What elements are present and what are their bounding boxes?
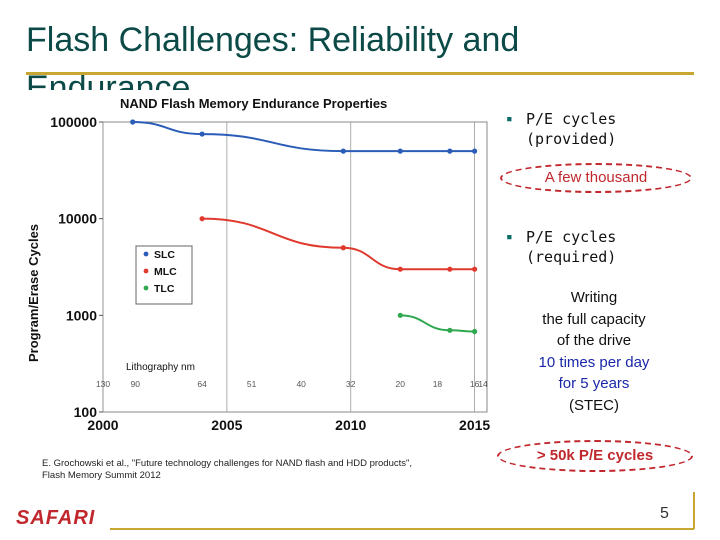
citation-line: E. Grochowski et al., "Future technology…: [42, 458, 413, 469]
bullet-provided: ▪ P/E cycles (provided): [506, 109, 706, 149]
page-number: 5: [660, 505, 669, 522]
x-tick-label: 2000: [87, 417, 118, 433]
lithography-tick-label: 14: [478, 379, 488, 389]
callout-50k-cycles: > 50k P/E cycles: [497, 440, 693, 472]
endurance-chart: NAND Flash Memory Endurance Properties P…: [18, 90, 500, 450]
y-tick-label: 10000: [58, 211, 97, 227]
bullet-required-text: P/E cycles (required): [526, 228, 617, 266]
slide-title: Flash Challenges: Reliability and Endura…: [26, 21, 520, 90]
lithography-tick-label: 32: [346, 379, 356, 389]
data-point-slc: [130, 119, 136, 125]
bullet-marker: ▪: [506, 112, 513, 125]
lithography-tick-label: 16: [470, 379, 480, 389]
data-point-mlc: [397, 266, 403, 272]
y-tick-label: 100000: [50, 114, 97, 130]
bottom-rule: [110, 528, 694, 530]
data-point-slc: [340, 148, 346, 154]
citation-line: Flash Memory Summit 2012: [42, 470, 161, 481]
data-point-slc: [472, 148, 478, 154]
data-point-mlc: [340, 245, 346, 251]
note-line: for 5 years: [558, 375, 630, 392]
x-tick-label: 2015: [459, 417, 490, 433]
endurance-chart-svg: NAND Flash Memory Endurance Properties P…: [26, 96, 490, 433]
series-line-mlc: [202, 217, 475, 271]
lithography-tick-label: 130: [96, 379, 110, 389]
x-tick-label: 2005: [211, 417, 242, 433]
lithography-tick-label: 90: [130, 379, 140, 389]
data-point-mlc: [199, 216, 205, 222]
y-tick-label: 1000: [66, 307, 97, 323]
citation: E. Grochowski et al., "Future technology…: [42, 458, 482, 482]
data-point-slc: [199, 131, 205, 137]
data-point-tlc: [472, 328, 478, 335]
data-point-mlc: [472, 266, 478, 272]
legend-label-tlc: TLC: [154, 283, 175, 295]
chart-title: NAND Flash Memory Endurance Properties: [120, 96, 387, 111]
legend-marker-slc: [143, 251, 149, 257]
lithography-tick-label: 20: [396, 379, 406, 389]
lithography-label: Lithography nm: [126, 362, 195, 373]
bottom-rule-vertical: [693, 492, 695, 529]
note-line: 10 times per day: [538, 353, 650, 371]
data-point-mlc: [447, 266, 453, 272]
legend-label-mlc: MLC: [154, 266, 177, 278]
callout-few-thousand: A few thousand: [500, 163, 692, 193]
data-point-tlc: [397, 312, 403, 318]
x-tick-label: 2010: [335, 417, 366, 433]
lithography-tick-label: 51: [247, 379, 257, 389]
legend-marker-tlc: [143, 285, 149, 291]
data-point-slc: [447, 148, 453, 154]
y-tick-label: 100: [74, 404, 98, 420]
bullet-provided-text: P/E cycles (provided): [526, 110, 617, 148]
lithography-tick-label: 40: [296, 379, 306, 389]
bullet-required: ▪ P/E cycles (required): [506, 227, 706, 267]
legend-marker-mlc: [143, 268, 149, 274]
bullet-marker: ▪: [506, 230, 513, 243]
note-line: Writing: [570, 289, 618, 306]
title-rule: [26, 72, 694, 75]
note-line: the full capacity: [542, 310, 646, 328]
lithography-tick-label: 64: [197, 379, 207, 389]
brand-logo: SAFARI: [16, 507, 96, 529]
note-line: (STEC): [569, 396, 619, 414]
data-point-tlc: [447, 327, 453, 333]
y-axis-label: Program/Erase Cycles: [26, 224, 41, 362]
legend-label-slc: SLC: [154, 249, 175, 261]
requirement-note: Writing the full capacity of the drive 1…: [510, 287, 678, 416]
lithography-tick-label: 18: [433, 379, 443, 389]
data-point-slc: [397, 148, 403, 154]
note-line: of the drive: [556, 332, 632, 349]
